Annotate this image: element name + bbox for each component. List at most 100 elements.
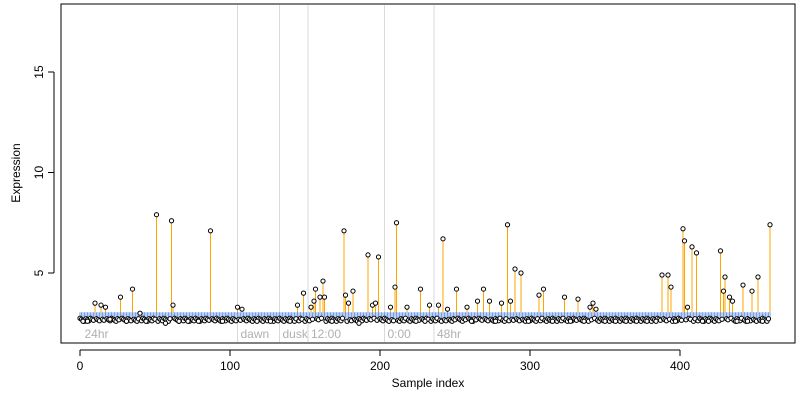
- expression-point: [464, 304, 470, 310]
- x-axis-label: Sample index: [392, 376, 465, 390]
- expression-point: [207, 228, 214, 234]
- expression-point: [486, 298, 493, 304]
- expression-point: [453, 286, 460, 292]
- expression-point: [729, 298, 736, 304]
- expression-point: [590, 300, 596, 306]
- timepoint-label: 24hr: [85, 327, 109, 341]
- expression-point: [575, 296, 581, 302]
- expression-point: [318, 315, 325, 321]
- timepoint-label: 12:00: [311, 327, 341, 341]
- timepoint-layer: 24hr dawn dusk 12:00 0:00 48hr: [85, 327, 462, 341]
- stem-layer: [94, 214, 771, 316]
- expression-point: [185, 318, 191, 324]
- expression-point: [740, 282, 746, 288]
- expression-point: [167, 316, 173, 322]
- expression-point: [612, 318, 619, 324]
- expression-point: [417, 286, 424, 292]
- expression-point: [234, 304, 241, 310]
- expression-point: [726, 294, 733, 300]
- expression-point: [561, 294, 568, 300]
- expression-point: [693, 250, 700, 256]
- expression-point: [717, 248, 724, 254]
- plot-frame: [60, 3, 796, 344]
- expression-point: [170, 302, 176, 308]
- expression-point: [92, 300, 98, 306]
- expression-point: [474, 298, 481, 304]
- expression-point: [587, 304, 593, 310]
- expression-point: [759, 318, 766, 324]
- expression-point: [267, 318, 274, 324]
- expression-point: [668, 284, 674, 290]
- expression-point: [720, 288, 727, 294]
- expression-point: [426, 302, 433, 308]
- expression-point: [356, 320, 362, 326]
- divider-layer: [237, 5, 435, 342]
- expression-point: [84, 318, 91, 324]
- expression-point: [755, 274, 761, 280]
- expression-point: [540, 286, 547, 292]
- expression-point: [435, 302, 442, 308]
- expression-point: [392, 284, 398, 290]
- timepoint-label: 48hr: [437, 327, 461, 341]
- x-tick-label: 300: [520, 359, 540, 373]
- expression-point: [372, 300, 379, 306]
- expression-point: [602, 318, 608, 324]
- expression-point: [518, 270, 524, 276]
- expression-point: [413, 318, 419, 324]
- expression-point: [239, 306, 245, 312]
- expression-point: [504, 222, 511, 228]
- y-tick-label: 15: [32, 65, 46, 79]
- expression-point: [321, 294, 328, 300]
- expression-point: [422, 318, 428, 324]
- expression-point: [309, 316, 316, 322]
- expression-point: [705, 318, 712, 324]
- expression-point: [168, 218, 175, 224]
- expression-point: [593, 306, 599, 312]
- expression-point: [404, 304, 410, 310]
- expression-point: [525, 318, 532, 324]
- expression-point: [375, 254, 382, 260]
- expression-point: [137, 310, 143, 316]
- expression-point: [311, 298, 317, 304]
- expression-point: [107, 316, 113, 322]
- expression-point: [536, 292, 542, 298]
- expression-point: [329, 318, 335, 324]
- expression-point: [567, 318, 574, 324]
- expression-point: [480, 286, 487, 292]
- expression-point: [317, 294, 323, 300]
- expression-point: [117, 294, 124, 300]
- expression-point: [549, 318, 556, 324]
- expression-point: [98, 302, 104, 308]
- expression-point: [312, 286, 319, 292]
- expression-point: [699, 318, 706, 324]
- x-tick-label: 0: [77, 359, 84, 373]
- expression-point: [393, 220, 400, 226]
- expression-point: [123, 318, 130, 324]
- timepoint-label: dusk: [283, 327, 309, 341]
- expression-point: [767, 222, 773, 228]
- expression-point: [102, 304, 109, 310]
- expression-point: [390, 318, 397, 324]
- expression-point: [195, 318, 202, 324]
- expression-point: [153, 212, 160, 218]
- x-axis: 0 100 200 300 400: [77, 349, 690, 373]
- expression-point: [440, 236, 446, 242]
- expression-point: [672, 318, 679, 324]
- expression-point: [581, 318, 587, 324]
- expression-point: [719, 316, 725, 322]
- expression-point: [665, 272, 671, 278]
- expression-point: [143, 318, 149, 324]
- expression-point: [129, 286, 136, 292]
- expression-point: [162, 320, 169, 326]
- y-axis: 5 10 15: [32, 65, 55, 276]
- expression-point: [176, 318, 182, 324]
- expression-point: [387, 304, 394, 310]
- expression-point: [678, 317, 685, 323]
- expression-point: [681, 238, 688, 244]
- expression-point: [512, 266, 518, 272]
- expression-point: [722, 274, 728, 280]
- expression-point: [342, 292, 349, 298]
- expression-point: [287, 318, 293, 324]
- x-tick-label: 200: [370, 359, 390, 373]
